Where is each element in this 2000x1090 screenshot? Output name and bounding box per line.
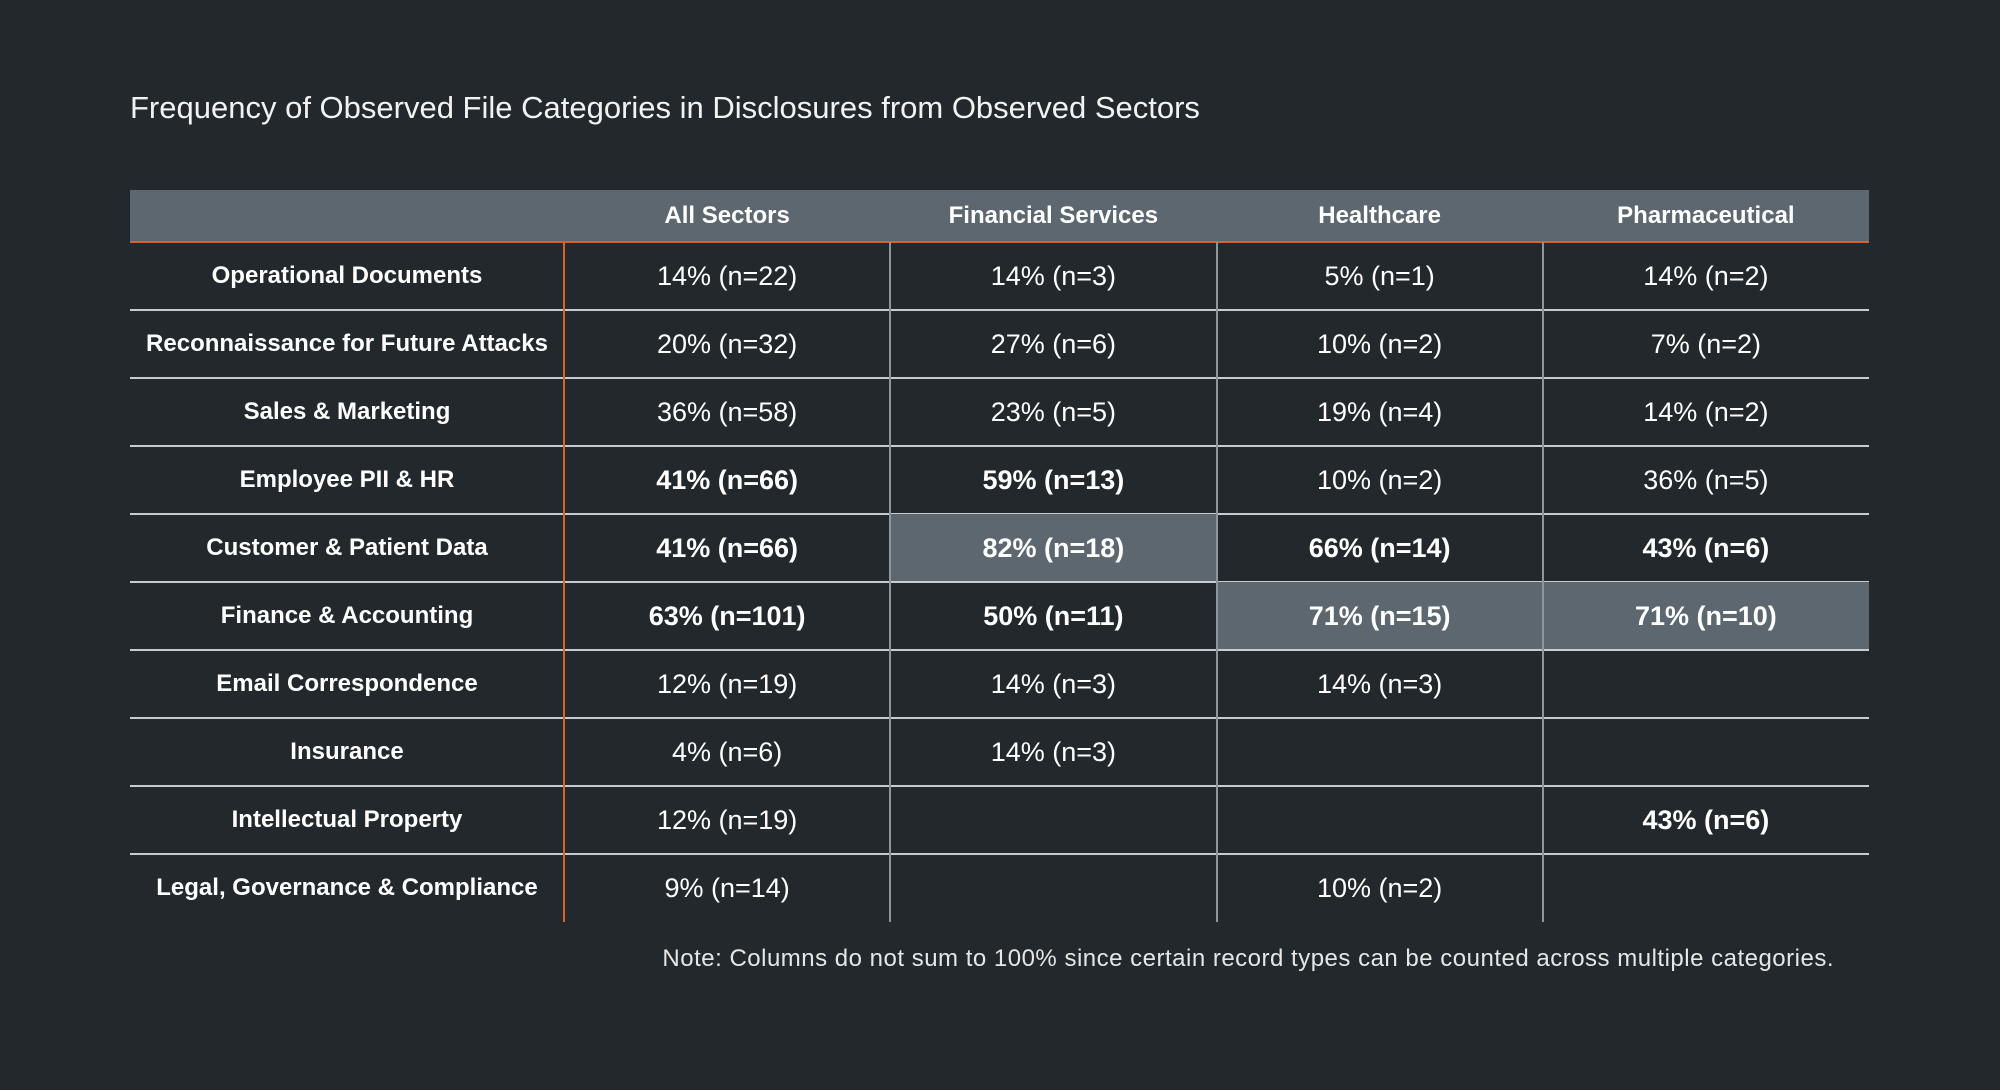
column-divider (889, 242, 892, 922)
row-label: Intellectual Property (231, 806, 463, 833)
row-divider (130, 785, 1869, 787)
table-cell (1543, 854, 1869, 922)
table-cell: 43% (n=6) (1642, 804, 1770, 835)
table-cell: 14% (n=22) (656, 260, 798, 291)
column-header: Financial Services (890, 190, 1217, 242)
table-cell: 19% (n=4) (1316, 396, 1443, 427)
column-header: Pharmaceutical (1542, 190, 1869, 242)
table-cell: 10% (n=2) (1316, 464, 1443, 495)
table-cell (1543, 650, 1869, 718)
table-cell (890, 786, 1216, 854)
table-cell: 43% (n=6) (1642, 532, 1770, 563)
table-cell: 12% (n=19) (656, 668, 798, 699)
row-divider (130, 445, 1869, 447)
table-cell (890, 854, 1216, 922)
table-cell: 14% (n=3) (990, 736, 1117, 767)
column-header: Healthcare (1216, 190, 1543, 242)
column-divider (1215, 242, 1218, 922)
table-cell: 66% (n=14) (1308, 532, 1451, 563)
table-cell: 14% (n=3) (1316, 668, 1443, 699)
table-cell (1217, 786, 1543, 854)
table-cell: 10% (n=2) (1316, 872, 1443, 903)
row-divider (130, 377, 1869, 379)
table-cell: 20% (n=32) (656, 328, 798, 359)
table-cell: 14% (n=2) (1643, 396, 1769, 427)
table-cell: 27% (n=6) (990, 328, 1117, 359)
label-divider (563, 242, 565, 922)
column-divider (1541, 242, 1544, 922)
table-cell: 41% (n=66) (656, 464, 799, 495)
note: Note: Columns do not sum to 100% since c… (662, 945, 1834, 972)
table-cell: 23% (n=5) (990, 396, 1117, 427)
table-cell: 71% (n=15) (1216, 582, 1543, 650)
table-cell: 59% (n=13) (982, 464, 1125, 495)
table-cell: 10% (n=2) (1316, 328, 1443, 359)
row-label: Customer & Patient Data (206, 534, 488, 561)
column-header: All Sectors (564, 190, 891, 242)
table-cell (1543, 718, 1869, 786)
table-cell: 63% (n=101) (648, 600, 806, 631)
table-cell: 5% (n=1) (1324, 260, 1435, 291)
row-divider (130, 581, 1869, 583)
row-label: Finance & Accounting (220, 602, 474, 629)
row-divider (130, 717, 1869, 719)
table-cell: 71% (n=10) (1542, 582, 1869, 650)
row-label: Employee PII & HR (239, 466, 455, 493)
row-label: Email Correspondence (216, 670, 478, 697)
table-cell: 12% (n=19) (656, 804, 798, 835)
table-cell (1217, 718, 1543, 786)
table-cell: 7% (n=2) (1650, 328, 1762, 359)
table-cell: 14% (n=3) (990, 668, 1117, 699)
table-cell: 9% (n=14) (664, 872, 790, 903)
title: Frequency of Observed File Categories in… (130, 90, 1200, 125)
table-cell: 50% (n=11) (983, 600, 1124, 631)
row-label: Legal, Governance & Compliance (156, 874, 538, 901)
row-divider (130, 309, 1869, 311)
table-cell: 4% (n=6) (671, 736, 783, 767)
table-cell: 14% (n=2) (1643, 260, 1769, 291)
row-label: Sales & Marketing (243, 398, 451, 425)
row-label: Operational Documents (211, 262, 483, 289)
table-cell: 82% (n=18) (890, 514, 1217, 582)
row-divider (130, 649, 1869, 651)
table-cell: 36% (n=5) (1643, 464, 1769, 495)
row-divider (130, 853, 1869, 855)
header-rule (130, 241, 1869, 243)
table-cell: 41% (n=66) (656, 532, 799, 563)
row-label: Reconnaissance for Future Attacks (146, 330, 548, 357)
row-label: Insurance (290, 738, 404, 765)
table-cell: 14% (n=3) (990, 260, 1117, 291)
table-cell: 36% (n=58) (656, 396, 798, 427)
